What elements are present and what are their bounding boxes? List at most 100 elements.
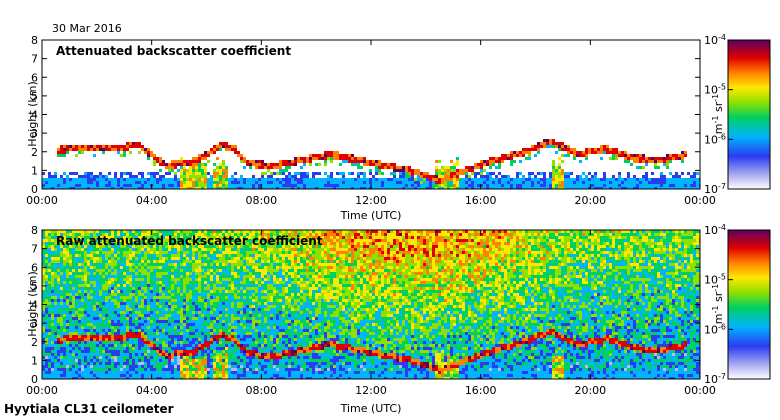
heatmap-cell [264,172,267,175]
heatmap-cell [174,377,177,379]
heatmap-cell [72,377,75,379]
heatmap-cell [204,353,207,356]
heatmap-cell [384,163,387,166]
heatmap-cell [102,332,105,335]
heatmap-cell [132,272,135,275]
heatmap-cell [525,148,528,151]
heatmap-cell [153,154,156,157]
heatmap-cell [678,154,681,157]
heatmap-cell [156,257,159,260]
heatmap-cell [219,284,222,287]
heatmap-cell [150,350,153,353]
heatmap-cell [213,290,216,293]
heatmap-cell [147,181,150,184]
heatmap-cell [240,181,243,184]
heatmap-cell [60,151,63,154]
heatmap-cell [219,263,222,266]
heatmap-cell [225,248,228,251]
heatmap-cell [132,184,135,187]
heatmap-cell [180,377,183,379]
heatmap-cell [66,338,69,341]
heatmap-cell [222,275,225,278]
heatmap-cell [189,236,192,239]
heatmap-cell [90,266,93,269]
heatmap-cell [318,172,321,175]
heatmap-cell [87,242,90,245]
heatmap-cell [228,332,231,335]
heatmap-cell [96,293,99,296]
heatmap-cell [486,178,489,181]
heatmap-cell [81,305,84,308]
heatmap-cell [219,350,222,353]
heatmap-cell [111,233,114,236]
heatmap-cell [606,145,609,148]
heatmap-cell [171,326,174,329]
heatmap-cell [96,275,99,278]
heatmap-cell [204,293,207,296]
heatmap-cell [129,335,132,338]
heatmap-cell [93,242,96,245]
heatmap-cell [54,184,57,187]
heatmap-cell [99,284,102,287]
heatmap-cell [222,368,225,371]
heatmap-cell [123,329,126,332]
heatmap-cell [405,172,408,175]
heatmap-cell [630,157,633,160]
heatmap-cell [228,296,231,299]
heatmap-cell [450,160,453,163]
heatmap-cell [51,257,54,260]
x-tick-label: 08:00 [245,194,277,207]
heatmap-cell [186,338,189,341]
heatmap-cell [111,365,114,368]
heatmap-cell [135,284,138,287]
heatmap-cell [45,335,48,338]
heatmap-cell [645,178,648,181]
heatmap-cell [90,290,93,293]
heatmap-cell [552,139,555,142]
heatmap-cell [165,377,168,379]
heatmap-cell [45,254,48,257]
heatmap-cell [609,151,612,154]
heatmap-cell [219,335,222,338]
heatmap-cell [177,302,180,305]
heatmap-cell [162,275,165,278]
heatmap-cell [558,172,561,175]
heatmap-cell [180,347,183,350]
heatmap-cell [81,320,84,323]
heatmap-cell [198,326,201,329]
heatmap-cell [156,353,159,356]
heatmap-cell [135,347,138,350]
heatmap-cell [327,184,330,187]
heatmap-cell [162,347,165,350]
heatmap-cell [213,172,216,175]
heatmap-cell [168,248,171,251]
heatmap-cell [195,266,198,269]
heatmap-cell [99,374,102,377]
heatmap-cell [204,374,207,377]
heatmap-cell [168,242,171,245]
heatmap-cell [228,257,231,260]
heatmap-cell [93,335,96,338]
heatmap-cell [333,181,336,184]
heatmap-cell [42,245,45,248]
heatmap-cell [99,145,102,148]
heatmap-cell [138,296,141,299]
heatmap-cell [405,166,408,169]
heatmap-cell [183,260,186,263]
heatmap-cell [126,350,129,353]
heatmap-cell [189,263,192,266]
heatmap-cell [612,184,615,187]
heatmap-cell [228,181,231,184]
heatmap-cell [72,254,75,257]
heatmap-cell [60,329,63,332]
heatmap-cell [123,151,126,154]
heatmap-cell [69,305,72,308]
heatmap-cell [84,299,87,302]
heatmap-cell [84,172,87,175]
heatmap-cell [63,359,66,362]
heatmap-cell [48,356,51,359]
heatmap-cell [51,287,54,290]
heatmap-cell [90,302,93,305]
heatmap-cell [159,347,162,350]
heatmap-cell [135,377,138,379]
